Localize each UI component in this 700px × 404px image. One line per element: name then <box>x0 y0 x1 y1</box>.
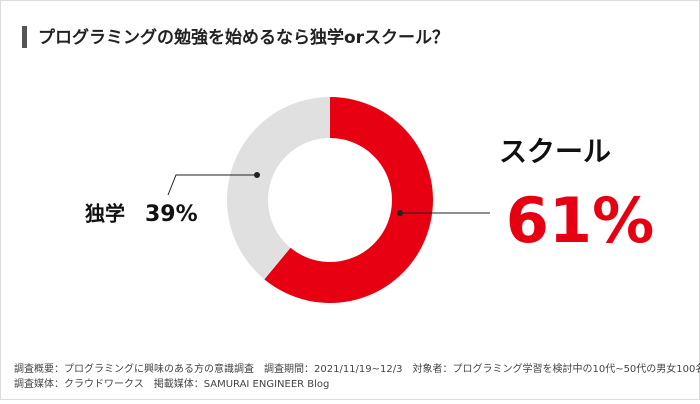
leader-line <box>167 174 257 196</box>
note: 調査媒体：クラウドワークス 掲載媒体：SAMURAI ENGINEER Blog <box>14 377 329 390</box>
donut-segment <box>264 97 433 303</box>
donut-segment <box>227 97 330 280</box>
title-bar <box>22 26 27 48</box>
value-label: 39% <box>145 202 198 227</box>
chart-title: プログラミングの勉強を始めるなら独学orスクール？ <box>38 27 449 48</box>
category-label: スクール <box>499 135 611 168</box>
value-label: 61% <box>506 184 654 257</box>
category-label: 独学 <box>85 202 125 226</box>
note: 調査概要：プログラミングに興味のある方の意識調査 調査期間：2021/11/19… <box>14 362 700 375</box>
